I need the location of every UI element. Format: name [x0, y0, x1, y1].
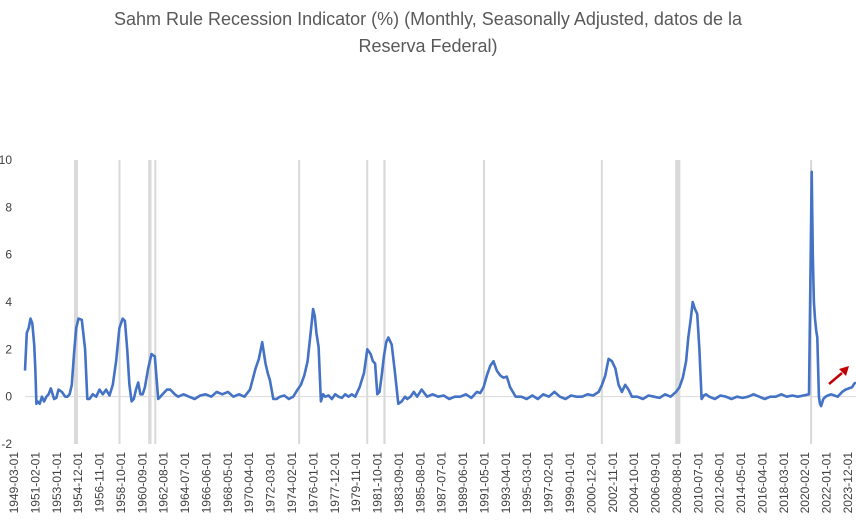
recession-band [154, 160, 157, 444]
x-tick-label: 2012-06-01 [713, 452, 727, 514]
recession-band [298, 160, 301, 444]
recession-band [366, 160, 369, 444]
series-line-sahm-rule [23, 170, 856, 408]
x-tick-label: 1960-09-01 [135, 452, 149, 514]
recession-band [74, 160, 78, 444]
x-tick-label: 1981-10-01 [371, 452, 385, 514]
x-tick-label: 1977-12-01 [328, 452, 342, 514]
x-tick-label: 1983-09-01 [392, 452, 406, 514]
red-arrow-head-icon [839, 366, 849, 376]
x-tick-label: 1951-02-01 [28, 452, 42, 514]
x-tick-label: 1968-05-01 [221, 452, 235, 514]
x-tick-label: 1956-11-01 [93, 452, 107, 513]
x-tick-label: 1958-10-01 [114, 452, 128, 514]
x-tick-label: 1979-11-01 [349, 452, 363, 513]
x-tick-label: 1993-04-01 [499, 452, 513, 514]
x-tick-label: 2022-01-01 [820, 452, 834, 514]
recession-band [383, 160, 386, 444]
x-tick-label: 2004-10-01 [627, 452, 641, 514]
x-tick-label: 1974-02-01 [285, 452, 299, 514]
axes: -2 0 2 4 6 8 10 1949-03-01 1951-02-01 1953-01-01 1… [0, 153, 856, 513]
y-tick-label: 2 [5, 342, 12, 356]
y-tick-label: 8 [5, 200, 12, 214]
series-group [23, 170, 856, 408]
x-tick-label: 2020-02-01 [798, 452, 812, 514]
x-tick-label: 1997-02-01 [542, 452, 556, 514]
x-tick-label: 1987-07-01 [435, 452, 449, 514]
x-tick-label: 2006-09-01 [649, 452, 663, 514]
annotation-group [828, 366, 849, 385]
recession-band [118, 160, 121, 444]
chart-title: Sahm Rule Recession Indicator (%) (Month… [0, 6, 856, 60]
recession-band [600, 160, 603, 444]
x-tick-label: 1953-01-01 [50, 452, 64, 514]
x-tick-label: 1970-04-01 [242, 452, 256, 514]
x-tick-label: 2002-11-01 [606, 452, 620, 513]
red-arrow-shaft [828, 372, 843, 385]
recession-band [675, 160, 681, 444]
x-tick-label: 1989-06-01 [456, 452, 470, 514]
chart-title-line-1: Sahm Rule Recession Indicator (%) (Month… [114, 9, 742, 29]
x-tick-label: 1962-08-01 [157, 452, 171, 514]
recession-band [148, 160, 152, 444]
x-tick-label: 1949-03-01 [7, 452, 21, 514]
x-tick-label: 2014-05-01 [734, 452, 748, 514]
y-tick-label: 10 [0, 153, 12, 167]
x-tick-label: 2008-08-01 [670, 452, 684, 514]
x-tick-label: 2018-03-01 [777, 452, 791, 514]
x-tick-label: 1966-06-01 [199, 452, 213, 514]
y-tick-label: -2 [1, 437, 12, 451]
recession-band [483, 160, 486, 444]
x-tick-label: 1995-03-01 [520, 452, 534, 514]
x-tick-label: 1985-08-01 [413, 452, 427, 514]
recession-bands [74, 160, 813, 444]
x-tick-label: 2023-12-01 [841, 452, 855, 514]
y-tick-label: 0 [5, 390, 12, 404]
x-tick-label: 2010-07-01 [691, 452, 705, 514]
y-tick-label: 6 [5, 248, 12, 262]
x-tick-label: 1954-12-01 [71, 452, 85, 514]
x-tick-label: 1976-01-01 [306, 452, 320, 514]
x-tick-label: 2016-04-01 [755, 452, 769, 514]
y-tick-label: 4 [5, 295, 12, 309]
x-tick-label: 2000-12-01 [584, 452, 598, 514]
x-tick-label: 1972-03-01 [264, 452, 278, 514]
chart-title-line-2: Reserva Federal) [358, 36, 498, 56]
x-tick-label: 1964-07-01 [178, 452, 192, 514]
x-tick-label: 1999-01-01 [563, 452, 577, 514]
x-tick-label: 1991-05-01 [477, 452, 491, 514]
